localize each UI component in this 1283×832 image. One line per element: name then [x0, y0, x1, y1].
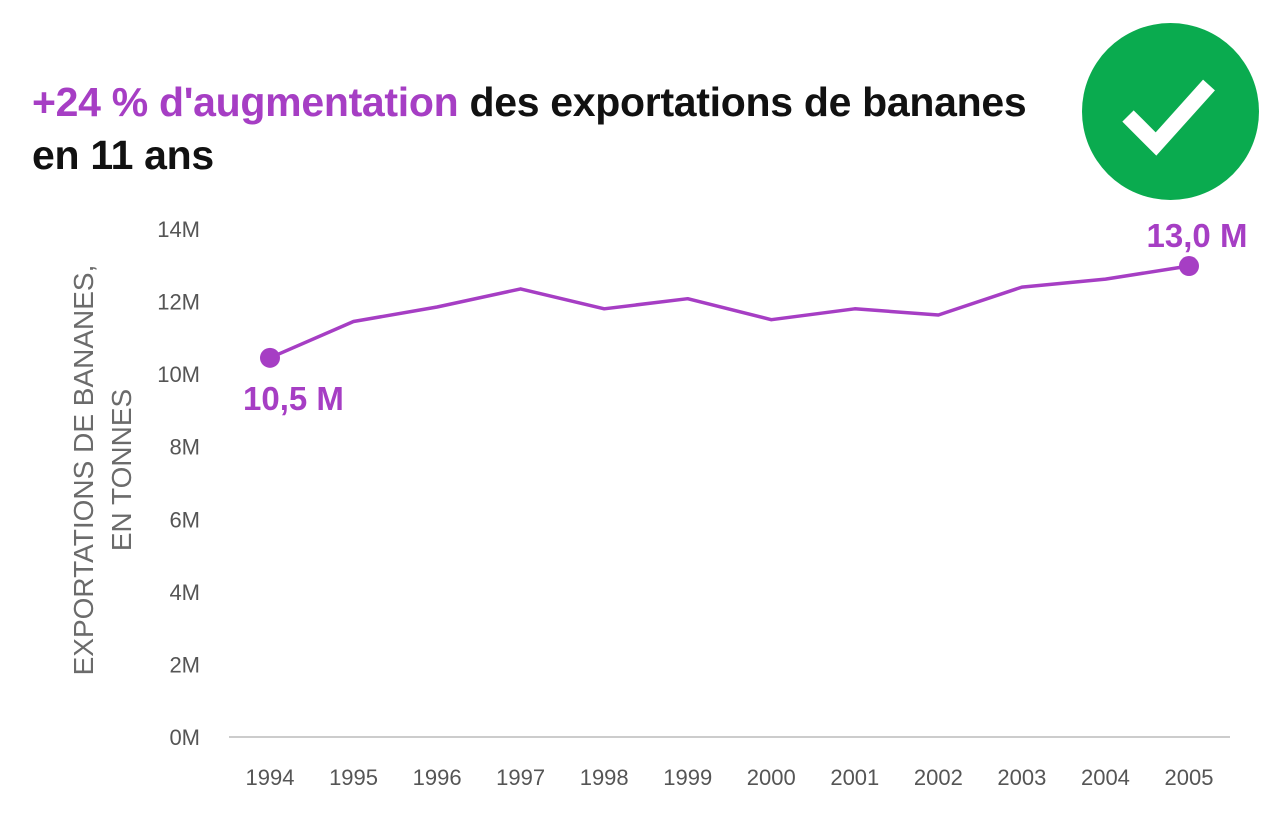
y-tick-label: 14M — [157, 217, 200, 242]
y-tick-label: 8M — [169, 435, 200, 460]
y-axis-title-line: EXPORTATIONS DE BANANES, — [68, 265, 99, 676]
x-tick-label: 1994 — [246, 765, 295, 790]
y-tick-label: 2M — [169, 652, 200, 677]
checkmark-badge-circle — [1082, 23, 1259, 200]
x-tick-label: 1996 — [413, 765, 462, 790]
y-axis-title-line: EN TONNES — [106, 389, 137, 551]
checkmark-badge — [1082, 23, 1259, 200]
title-highlight: +24 % d'augmentation — [32, 79, 459, 125]
x-tick-label: 1999 — [663, 765, 712, 790]
series-layer — [268, 264, 1191, 360]
data-point-marker — [260, 347, 280, 368]
x-tick-label: 1995 — [329, 765, 378, 790]
annotations: 10,5 M 13,0 M — [243, 217, 1247, 417]
y-tick-label: 4M — [169, 580, 200, 605]
y-tick-label: 12M — [157, 290, 200, 315]
x-tick-label: 2003 — [997, 765, 1046, 790]
y-tick-labels: 0M 2M 4M 6M 8M 10M 12M 14M — [157, 217, 200, 750]
data-label: 10,5 M — [243, 380, 344, 417]
x-tick-labels: 1994 1995 1996 1997 1998 1999 2000 2001 2002 2003… — [246, 765, 1214, 790]
checkmark-icon — [1122, 79, 1215, 156]
x-tick-label: 2002 — [914, 765, 963, 790]
y-axis-title: EXPORTATIONS DE BANANES, EN TONNES — [68, 265, 137, 676]
x-tick-label: 2000 — [747, 765, 796, 790]
title-rest: des exportations de bananes en 11 ans — [32, 79, 1027, 178]
x-tick-label: 1998 — [580, 765, 629, 790]
data-label: 13,0 M — [1147, 217, 1248, 254]
chart-title: +24 % d'augmentation des exportations de… — [32, 76, 1042, 182]
y-tick-label: 0M — [169, 725, 200, 750]
y-tick-label: 10M — [157, 362, 200, 387]
x-tick-label: 1997 — [496, 765, 545, 790]
series-line — [268, 264, 1191, 360]
x-tick-label: 2001 — [830, 765, 879, 790]
x-tick-label: 2005 — [1165, 765, 1214, 790]
x-tick-label: 2004 — [1081, 765, 1130, 790]
data-point-marker — [1179, 256, 1199, 277]
y-tick-label: 6M — [169, 507, 200, 532]
